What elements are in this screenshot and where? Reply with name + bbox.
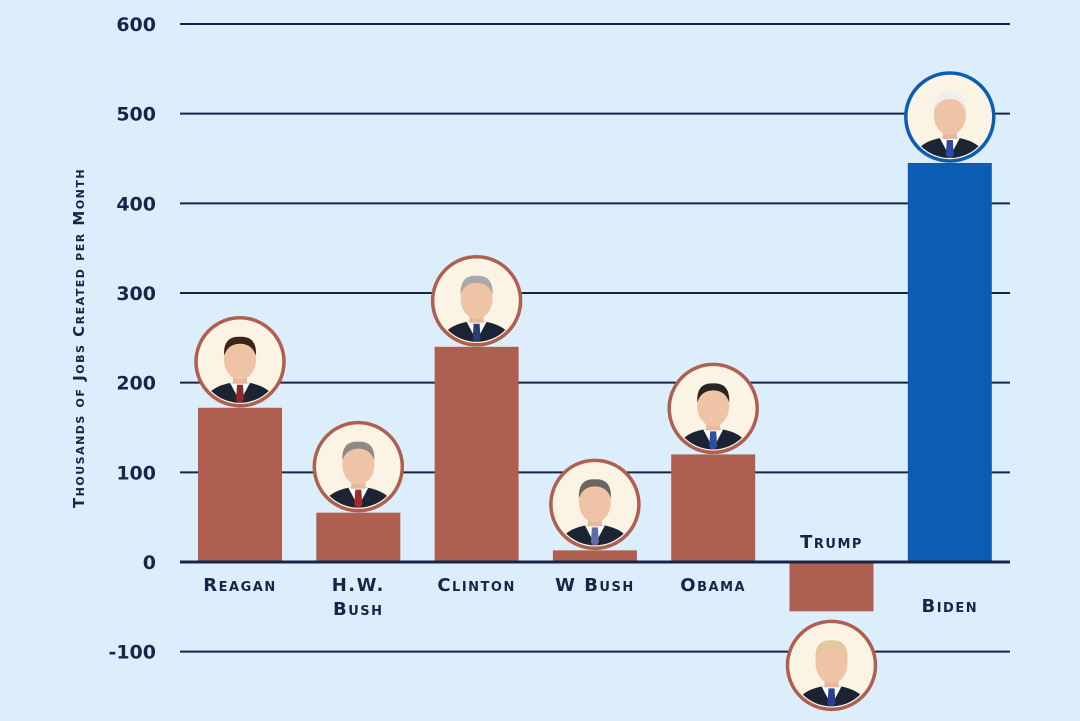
y-tick-label: 500 — [116, 104, 156, 126]
category-label: Trump — [800, 532, 863, 553]
y-axis-title: Thousands of Jobs Created per Month — [70, 168, 88, 508]
y-tick-label: -100 — [108, 642, 156, 664]
obama-portrait — [667, 362, 759, 455]
bar-biden — [907, 162, 992, 562]
clinton-portrait — [430, 255, 523, 347]
bar-h-w-bush — [316, 512, 401, 562]
category-label: H.W. Bush — [332, 575, 385, 620]
category-label: W Bush — [555, 575, 635, 596]
w-bush-portrait — [549, 458, 641, 551]
category-labels: Reagan H.W. Bush Clinton W Bush Obama Trump Bid… — [203, 532, 978, 620]
category-label: Obama — [680, 575, 746, 596]
y-tick-label: 200 — [116, 373, 156, 395]
trump-portrait — [785, 619, 878, 712]
y-tick-label: 400 — [116, 193, 156, 215]
y-tick-label: 0 — [143, 552, 156, 574]
hw-bush-portrait — [312, 420, 405, 513]
bar-w-bush — [552, 550, 637, 562]
y-tick-label: 100 — [116, 462, 156, 484]
bar-clinton — [434, 346, 519, 562]
reagan-portrait — [194, 316, 286, 408]
bar-obama — [671, 454, 756, 562]
portraits — [194, 71, 996, 712]
category-label: Clinton — [437, 575, 516, 596]
y-axis-ticks: 600 500 400 300 200 100 0 -100 — [108, 14, 156, 664]
bars — [198, 162, 992, 612]
y-tick-label: 300 — [116, 283, 156, 305]
y-tick-label: 600 — [116, 14, 156, 36]
category-label: Reagan — [203, 575, 276, 596]
bar-trump — [789, 562, 874, 612]
category-label: Biden — [921, 596, 978, 617]
biden-portrait — [904, 71, 996, 163]
bar-reagan — [198, 407, 282, 562]
